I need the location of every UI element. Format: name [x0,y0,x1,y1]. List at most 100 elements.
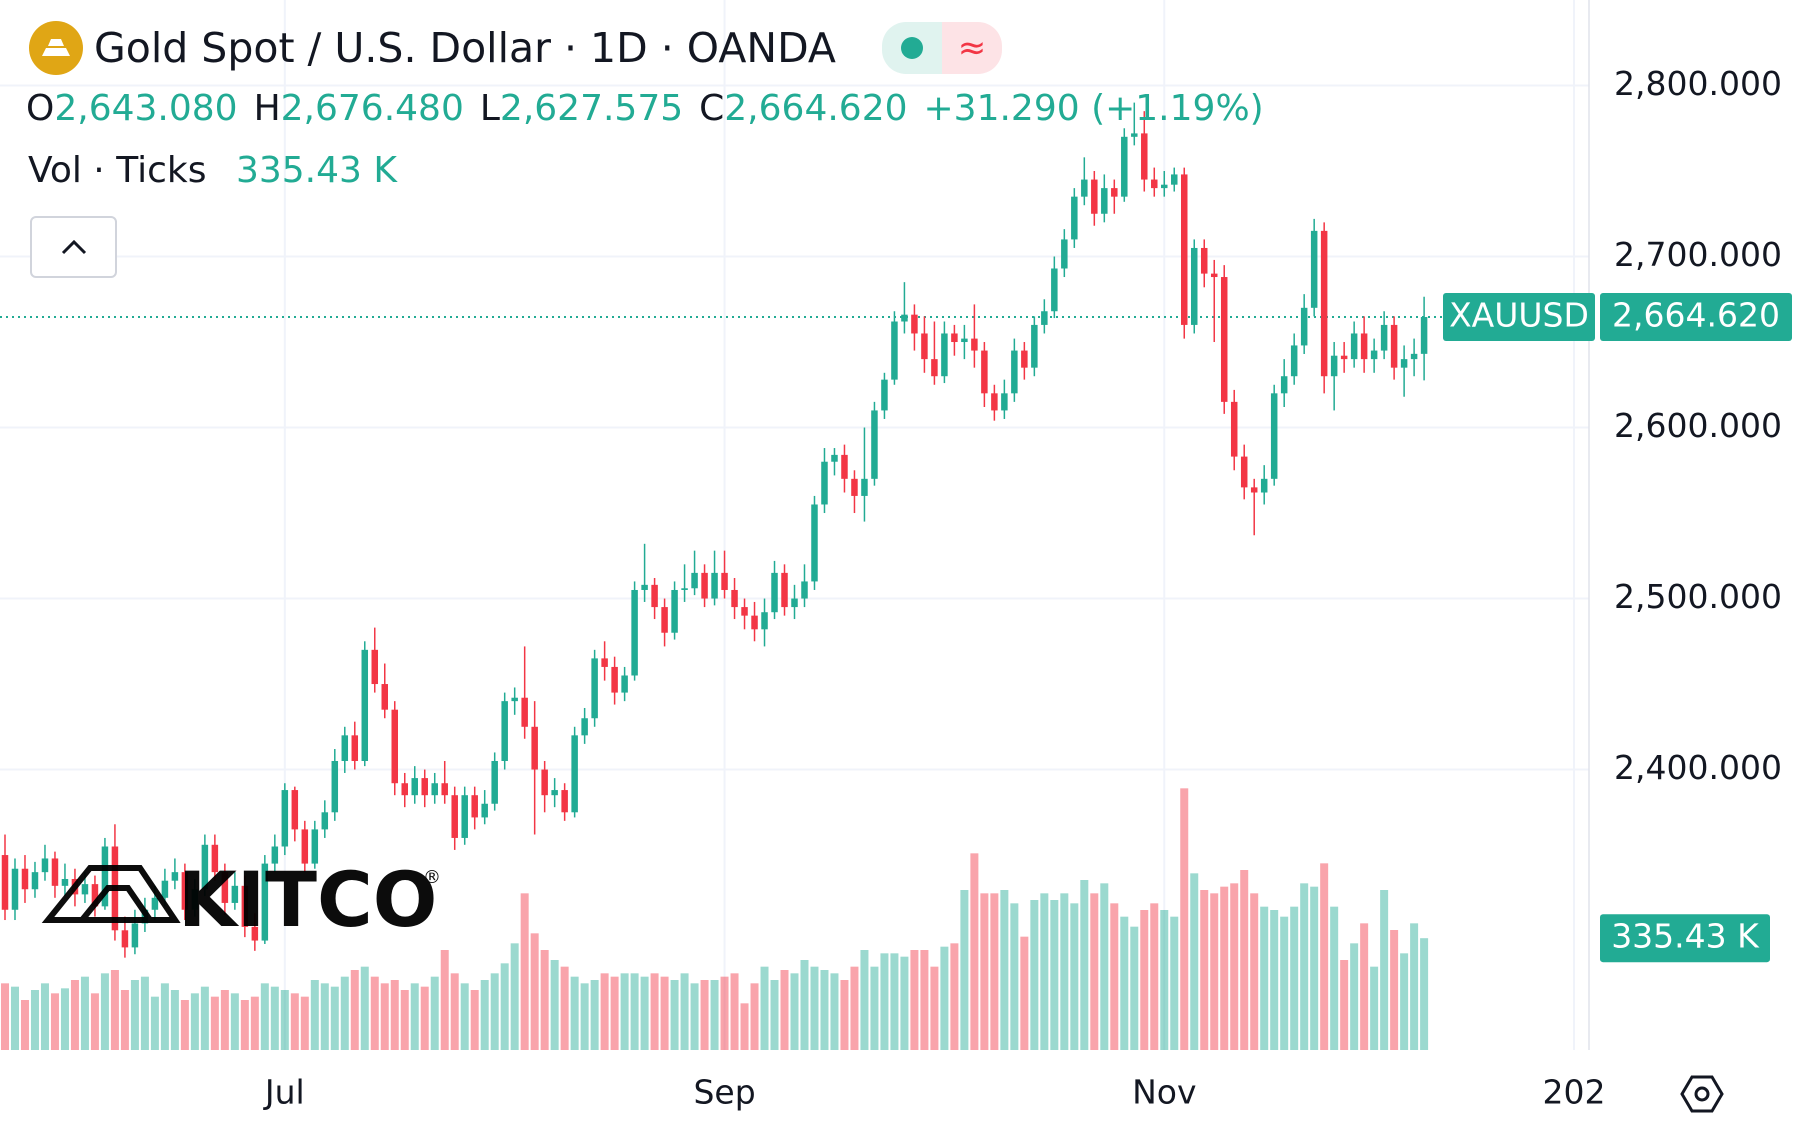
candle-body [1051,268,1058,312]
volume-bar [1120,916,1129,1050]
volume-bar [1420,938,1429,1050]
hexagon [1680,1075,1724,1113]
volume-bar [890,953,899,1050]
volume-bar [310,980,319,1050]
volume-bar [90,993,99,1050]
candle-body [431,783,438,796]
x-tick-label: Nov [1132,1073,1196,1112]
volume-bar [530,933,539,1050]
ohlc-key: O [26,88,55,129]
volume-bar [980,893,989,1050]
candle-body [861,478,868,496]
candle-body [221,872,229,903]
volume-bar [1170,916,1179,1050]
candles [1,102,1428,958]
candle-body [1370,350,1378,360]
volume-bar [740,1003,749,1050]
candle-body [1111,188,1118,197]
volume-bar [1220,886,1229,1050]
volume-bar [610,976,619,1050]
volume-bar [840,980,849,1050]
candle-body [1380,324,1388,351]
delayed[interactable]: ≈ [941,22,1002,74]
volume-bar [1350,943,1359,1050]
candle-body [1121,136,1128,197]
volume-bar [410,983,419,1050]
volume-bar [1100,883,1109,1050]
badges: XAUUSD 2,664.620 335.43 K [1443,293,1792,963]
candle-body [761,612,768,630]
candle-body [41,858,49,873]
settings-icon[interactable] [1680,1075,1724,1113]
candle-body [311,829,319,864]
volume-bar [800,960,809,1050]
volume-bar [550,960,559,1050]
volume-bar [670,980,679,1050]
volume-bar [110,970,119,1050]
volume-bar [370,976,379,1050]
y-tick-label: 2,400.000 [1614,748,1782,787]
market-open[interactable] [881,22,942,74]
volume-badge [1600,914,1770,963]
candle-body [351,735,359,761]
candle-body [551,790,558,796]
candle-body [1230,401,1238,457]
candle-body [1011,350,1018,394]
candle-body [1101,188,1108,214]
volume-bar [20,1000,29,1050]
volume-bar [1260,906,1269,1050]
volume-bar [1210,893,1219,1050]
candle-body [851,478,858,496]
candle-body [1141,133,1148,180]
volume-bar [620,973,629,1050]
volume-bar [590,980,599,1050]
candle-body [411,778,418,796]
volume-bar [1330,906,1339,1050]
candle-body [1,855,9,910]
candle-body [621,675,628,693]
candle-body [451,795,458,838]
status-toggle[interactable]: ≈ [881,22,1002,74]
y-tick-label: 2,500.000 [1614,577,1782,616]
candle-body [31,872,39,890]
volume-bar [1370,966,1379,1050]
ohlc-key: L [479,88,500,129]
x-tick-label: Sep [693,1073,755,1112]
candle-body [871,410,878,479]
candle-body [251,926,259,941]
volume-bar [770,980,779,1050]
candle-body [591,658,598,719]
candle-body [1210,273,1218,278]
volume-badge-label: 335.43 K [1611,917,1760,956]
volume-bar [930,966,939,1050]
candle-body [901,314,908,322]
volume-value: 335.43 K [235,150,397,191]
volume-bar [1150,903,1159,1050]
volume-bar [40,983,49,1050]
candle-body [1360,333,1368,360]
volume-bar [1360,923,1369,1050]
candle-body [481,803,488,818]
volume-bar [290,993,299,1050]
candle-body [281,790,289,847]
collapse-button[interactable] [30,216,117,278]
logo-shape [41,865,181,923]
volume-bar [1340,960,1349,1050]
volume-bar [220,990,229,1050]
hexagon-dot [1694,1086,1710,1102]
volume-bar [480,980,489,1050]
candle-body [521,697,528,727]
volume-bar [150,996,159,1050]
candle-body [441,783,448,796]
price-badge [1600,293,1792,342]
candle-body [491,760,498,804]
candle-body [151,897,159,910]
candle-body [471,795,478,818]
volume-bar [1030,900,1039,1050]
volume-bar [900,956,909,1050]
volume-bar [700,980,709,1050]
ohlc-change: +31.290 (+1.19%) [923,88,1264,129]
candle-body [131,923,139,948]
x-tick-label: 202 [1543,1073,1606,1112]
grid [0,0,1589,1050]
